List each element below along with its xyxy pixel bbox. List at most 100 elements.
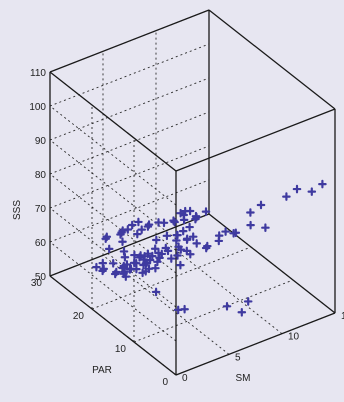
x-tick-label: 15 xyxy=(341,311,344,322)
y-tick-label: 30 xyxy=(31,278,43,289)
grid-line xyxy=(49,179,210,243)
data-point xyxy=(98,258,108,268)
data-point xyxy=(178,226,188,236)
frame-edge xyxy=(208,213,336,314)
data-point xyxy=(159,218,169,228)
data-point xyxy=(182,234,192,244)
y-tick-label: 0 xyxy=(162,377,168,388)
data-point xyxy=(282,192,291,201)
data-point xyxy=(108,259,118,268)
grid-line xyxy=(49,139,177,240)
data-point xyxy=(131,258,141,268)
data-point xyxy=(139,260,148,270)
data-point xyxy=(151,263,160,273)
grid-line xyxy=(49,105,177,206)
y-tick-label: 20 xyxy=(73,311,85,322)
frame-edge xyxy=(49,71,177,172)
data-point xyxy=(112,267,121,277)
data-point xyxy=(221,227,230,236)
data-point xyxy=(173,251,182,260)
grid-line xyxy=(102,254,230,355)
data-point xyxy=(144,220,154,229)
data-point xyxy=(191,211,201,221)
data-point xyxy=(186,249,195,259)
data-point xyxy=(152,235,161,245)
frame-edge xyxy=(175,108,336,172)
data-point xyxy=(176,260,185,270)
z-tick-label: 60 xyxy=(35,238,47,249)
data-point xyxy=(121,272,131,281)
data-point xyxy=(150,244,160,254)
data-point xyxy=(222,302,232,311)
z-tick-label: 80 xyxy=(35,170,47,181)
data-point xyxy=(246,220,255,230)
z-tick-label: 90 xyxy=(35,136,47,147)
data-point xyxy=(188,232,198,241)
data-point xyxy=(179,210,188,220)
grid-line xyxy=(49,241,177,342)
data-point xyxy=(118,226,127,235)
data-point xyxy=(92,262,101,272)
data-point xyxy=(167,254,176,263)
x-axis-label: SM xyxy=(236,373,251,384)
grid-line xyxy=(155,234,283,335)
data-point xyxy=(307,187,317,196)
data-point xyxy=(318,179,327,189)
data-point xyxy=(201,207,211,216)
data-point xyxy=(182,246,192,256)
x-tick-label: 0 xyxy=(182,373,188,384)
z-tick-label: 50 xyxy=(35,272,47,283)
data-point xyxy=(172,230,182,240)
data-point xyxy=(162,231,172,241)
frame-edge xyxy=(49,275,177,376)
box-frame xyxy=(49,9,336,376)
x-tick-label: 5 xyxy=(235,352,241,363)
data-point xyxy=(161,243,171,253)
data-point xyxy=(133,229,142,239)
data-point xyxy=(130,250,139,260)
data-point xyxy=(140,251,149,261)
data-point xyxy=(119,247,129,256)
data-point xyxy=(170,217,179,227)
y-axis-label: PAR xyxy=(92,365,112,376)
data-point xyxy=(123,225,133,234)
data-point xyxy=(176,245,186,254)
data-point xyxy=(141,267,150,276)
y-tick-label: 10 xyxy=(115,344,127,355)
data-point xyxy=(292,184,302,194)
grid-line xyxy=(49,145,210,209)
data-point xyxy=(243,297,253,306)
frame-edge xyxy=(49,9,210,73)
data-points xyxy=(92,179,327,317)
z-tick-label: 110 xyxy=(30,68,46,79)
data-point xyxy=(203,241,212,251)
frame-edge xyxy=(175,312,336,376)
data-point xyxy=(192,239,201,248)
z-tick-label: 70 xyxy=(35,204,47,215)
data-point xyxy=(173,305,183,315)
grid-line xyxy=(49,111,210,175)
grid-line xyxy=(49,43,210,107)
data-point xyxy=(119,261,129,271)
data-point xyxy=(231,228,241,238)
data-point xyxy=(261,223,270,232)
frame-edge xyxy=(49,213,210,277)
data-point xyxy=(237,307,247,317)
data-point xyxy=(137,225,146,234)
data-point xyxy=(246,208,255,217)
data-point xyxy=(127,220,137,230)
grid-line xyxy=(133,279,294,343)
frame-edge xyxy=(208,9,336,110)
data-point xyxy=(214,231,224,240)
data-point xyxy=(153,257,162,267)
grid-lines xyxy=(49,9,336,376)
data-point xyxy=(102,232,112,242)
grid-line xyxy=(49,77,210,141)
x-tick-label: 10 xyxy=(288,332,300,343)
data-point xyxy=(256,200,266,210)
data-point xyxy=(118,237,127,247)
data-point xyxy=(104,244,114,254)
data-point xyxy=(154,248,163,258)
